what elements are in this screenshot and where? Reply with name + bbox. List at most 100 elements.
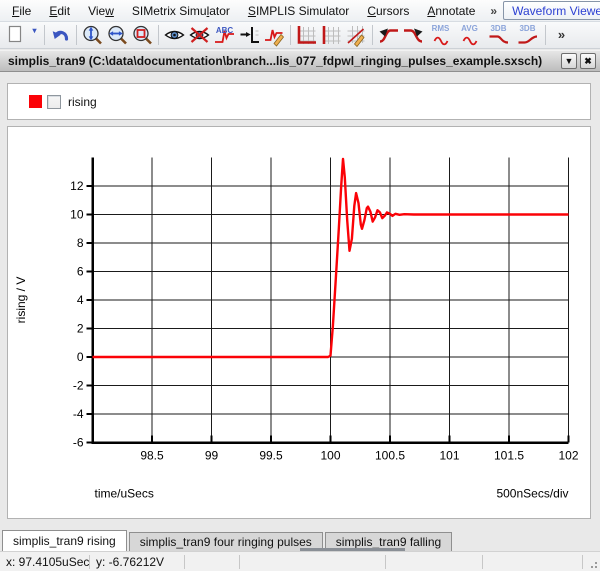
x-tick-label: 100 (320, 449, 340, 463)
tab-simplis_tran9-rising[interactable]: simplis_tran9 rising (2, 530, 127, 551)
zoom-area-button[interactable] (130, 23, 155, 47)
graph-window-title: simplis_tran9 (C:\data\documentation\bra… (8, 54, 543, 68)
y-tick-label: -6 (73, 436, 84, 450)
move-curve-up-button[interactable] (376, 23, 401, 47)
resize-grip-icon[interactable] (595, 566, 597, 568)
edit-curve-button[interactable] (262, 23, 287, 47)
rms-button[interactable]: RMS (426, 23, 455, 47)
y-tick-label: 10 (70, 208, 84, 222)
wave-icon (433, 36, 449, 46)
y-tick-label: 4 (77, 293, 84, 307)
menu-right-section: » Waveform Viewer ▼ (484, 1, 600, 20)
status-cell-4 (386, 554, 483, 569)
legend-label: rising (68, 95, 97, 109)
show-curve-button[interactable] (162, 23, 187, 47)
zoom-x-icon (108, 25, 127, 45)
menu-item-simetrix-simulator[interactable]: SIMetrix Simulator (131, 3, 230, 18)
menu-item-annotate[interactable]: Annotate (427, 3, 476, 18)
viewer-mode-label: Waveform Viewer (512, 3, 600, 18)
toolbar-separator (76, 25, 77, 45)
toolbar-overflow-button[interactable]: » (549, 23, 574, 47)
viewer-mode-combobox[interactable]: Waveform Viewer ▼ (503, 1, 600, 20)
menu-overflow-chevron[interactable]: » (490, 3, 498, 18)
y-tick-label: 2 (77, 322, 84, 336)
page-icon (8, 25, 22, 43)
tab-simplis_tran9-four-ringing-pulses[interactable]: simplis_tran9 four ringing pulses (128, 532, 323, 551)
toolbar-separator (290, 25, 291, 45)
new-graph-button[interactable] (3, 23, 28, 47)
menu-item-edit[interactable]: Edit (49, 3, 71, 18)
new-graph-dropdown-label: ▾ (32, 26, 37, 35)
curve-arrow-r-icon (404, 28, 423, 43)
graph-window-titlebar[interactable]: simplis_tran9 (C:\data\documentation\bra… (0, 50, 600, 72)
zoom-y-fit-button[interactable] (80, 23, 105, 47)
grid-pencil-icon (347, 26, 365, 47)
x-axis-title: time/uSecs (95, 487, 154, 501)
window-close-button[interactable]: ✖ (580, 53, 596, 69)
x-div-label: 500nSecs/div (496, 487, 568, 501)
db3-lowpass-button[interactable]: 3DB (484, 23, 513, 47)
toolbar-separator (44, 25, 45, 45)
add-grid-divider-button[interactable] (319, 23, 344, 47)
x-tick-label: 98.5 (140, 449, 164, 463)
add-grid-button[interactable] (294, 23, 319, 47)
hide-curve-button[interactable] (187, 23, 212, 47)
menu-item-cursors[interactable]: Cursors (367, 3, 410, 18)
tab-simplis_tran9-falling[interactable]: simplis_tran9 falling (324, 532, 453, 551)
x-tick-label: 100.5 (375, 449, 405, 463)
toolbar-overflow-button-label: » (557, 27, 566, 42)
axis-arrow-icon (240, 27, 259, 43)
status-cell-5 (483, 554, 583, 569)
legend-checkbox[interactable] (47, 95, 61, 109)
zoom-y-icon (83, 25, 102, 45)
edit-grid-button[interactable] (344, 23, 369, 47)
x-tick-label: 99 (205, 449, 219, 463)
legend-color-swatch (29, 95, 42, 108)
x-tick-label: 102 (558, 449, 578, 463)
db3-highpass-button[interactable]: 3DB (513, 23, 542, 47)
toolbar: ▾ ABC RMS AVG 3DB 3DB » (0, 22, 600, 49)
move-curve-down-button[interactable] (401, 23, 426, 47)
menu-item-file[interactable]: File (12, 3, 32, 18)
x-tick-label: 99.5 (259, 449, 283, 463)
menu-item-simplis-simulator[interactable]: SIMPLIS Simulator (247, 3, 350, 18)
menu-item-view[interactable]: View (88, 3, 114, 18)
zoom-x-fit-button[interactable] (105, 23, 130, 47)
x-tick-label: 101 (439, 449, 459, 463)
stack-axes-button[interactable] (237, 23, 262, 47)
eye-x-icon (189, 27, 210, 43)
eye-icon (164, 30, 185, 40)
y-axis-title: rising / V (14, 277, 28, 324)
rise-icon (518, 35, 538, 44)
wave-icon (462, 36, 478, 46)
avg-button-label: AVG (461, 24, 478, 33)
curve-icon (215, 30, 234, 43)
window-shade-button[interactable]: ▼ (561, 53, 577, 69)
menu-items-container: File Edit View SIMetrix Simulator SIMPLIS Si… (3, 1, 484, 21)
toolbar-separator (158, 25, 159, 45)
status-bar: x: 97.4105uSecs y: -6.76212V (0, 551, 600, 571)
grid-vline-icon (322, 26, 341, 44)
label-curve-button[interactable]: ABC (212, 23, 237, 47)
y-tick-label: 8 (77, 236, 84, 250)
undo-button[interactable] (48, 23, 73, 47)
label-curve-button-label: ABC (215, 26, 234, 35)
trace-rising[interactable] (92, 157, 569, 359)
graph-content-area: rising 98.5 99 99.5 100 100.5 101 101.5 102 12 10… (0, 72, 600, 528)
toolbar-separator (372, 25, 373, 45)
toolbar-separator (545, 25, 546, 45)
status-cell-3 (240, 554, 386, 569)
y-tick-label: 0 (77, 350, 84, 364)
waveform-svg[interactable]: 98.5 99 99.5 100 100.5 101 101.5 102 12 10 8 6 4 2 0 -2… (8, 127, 590, 518)
status-cell-1: y: -6.76212V (90, 554, 185, 569)
tab-scrollbar-thumb[interactable] (300, 548, 405, 551)
plot-panel[interactable]: 98.5 99 99.5 100 100.5 101 101.5 102 12 10 8 6 4 2 0 -2… (7, 126, 591, 519)
status-cell-0: x: 97.4105uSecs (0, 554, 90, 569)
new-graph-dropdown[interactable]: ▾ (28, 23, 41, 47)
avg-button[interactable]: AVG (455, 23, 484, 47)
db3-highpass-button-label: 3DB (519, 24, 536, 33)
y-tick-label: 6 (77, 265, 84, 279)
tab-bar: simplis_tran9 rising simplis_tran9 four r… (0, 528, 600, 551)
fall-icon (489, 35, 509, 44)
